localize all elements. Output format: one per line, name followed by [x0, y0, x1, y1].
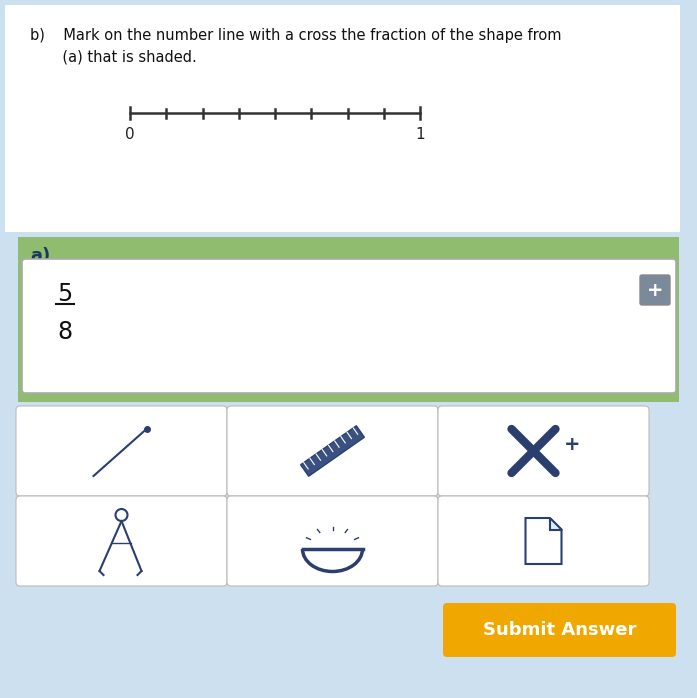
- Text: b)    Mark on the number line with a cross the fraction of the shape from: b) Mark on the number line with a cross …: [30, 28, 562, 43]
- Text: 5: 5: [57, 282, 72, 306]
- Text: 8: 8: [57, 320, 72, 344]
- FancyBboxPatch shape: [438, 406, 649, 496]
- FancyBboxPatch shape: [227, 406, 438, 496]
- FancyBboxPatch shape: [5, 5, 680, 232]
- Polygon shape: [526, 518, 562, 564]
- FancyBboxPatch shape: [640, 275, 670, 305]
- Text: 1: 1: [415, 127, 424, 142]
- Polygon shape: [549, 518, 562, 530]
- Text: 0: 0: [125, 127, 135, 142]
- Text: +: +: [563, 435, 580, 454]
- Polygon shape: [300, 426, 365, 476]
- Text: Submit Answer: Submit Answer: [483, 621, 636, 639]
- FancyBboxPatch shape: [16, 496, 227, 586]
- FancyBboxPatch shape: [443, 603, 676, 657]
- FancyBboxPatch shape: [227, 496, 438, 586]
- FancyBboxPatch shape: [18, 237, 679, 402]
- Text: +: +: [647, 281, 664, 299]
- Text: a): a): [30, 247, 50, 265]
- FancyBboxPatch shape: [16, 406, 227, 496]
- FancyBboxPatch shape: [22, 259, 676, 393]
- Text: (a) that is shaded.: (a) that is shaded.: [30, 50, 197, 65]
- FancyBboxPatch shape: [438, 496, 649, 586]
